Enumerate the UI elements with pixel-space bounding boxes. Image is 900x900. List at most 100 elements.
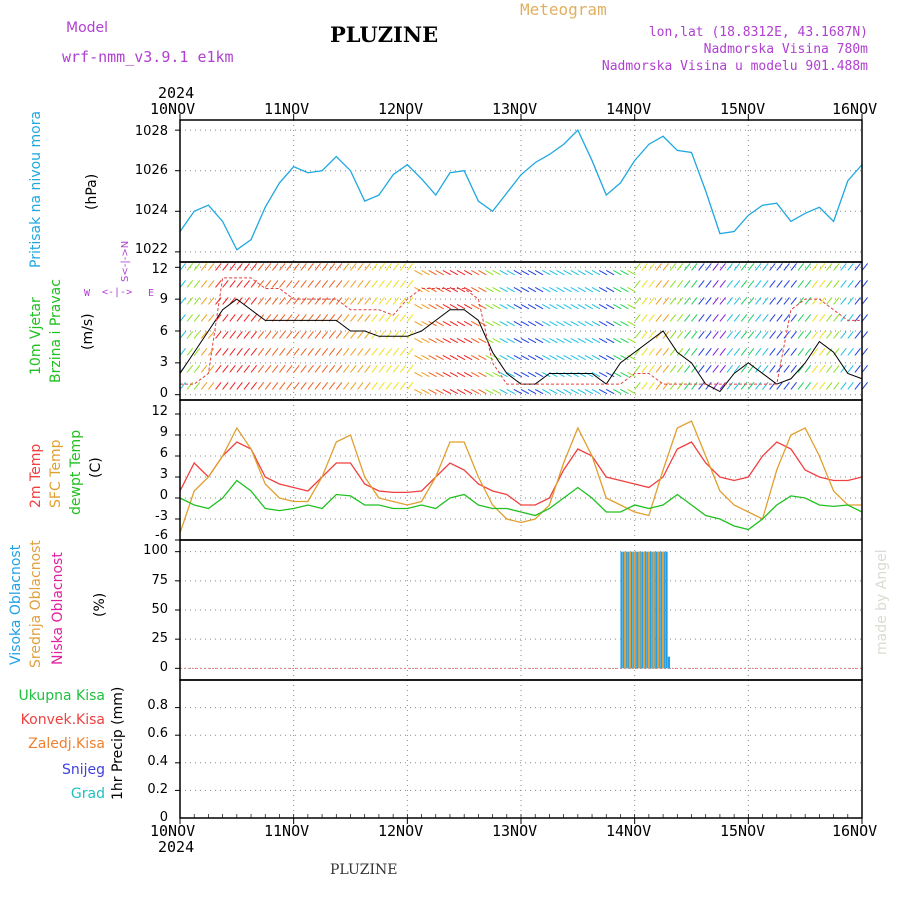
wind-barb: [620, 388, 629, 395]
wind-barb: [414, 287, 423, 293]
wind-barb: [208, 280, 215, 288]
wind-barb: [357, 348, 364, 356]
bottom-year: 2024: [158, 838, 195, 856]
wind-barb: [634, 348, 641, 356]
wind-barb: [399, 314, 407, 322]
wind-barb: [343, 263, 350, 271]
wind-barb: [335, 331, 343, 339]
wind-barb: [797, 263, 805, 271]
cloud-bar: [660, 551, 663, 669]
wind-barb: [243, 280, 250, 288]
wind-barb: [691, 331, 698, 339]
wind-barb: [776, 382, 783, 390]
wind-barb: [286, 382, 293, 390]
wind-barb: [740, 348, 748, 356]
wind-barb: [449, 287, 459, 293]
wind-barb: [698, 382, 705, 390]
wind-barb: [385, 314, 393, 322]
wind-barb: [613, 337, 622, 344]
wind-barb: [371, 365, 378, 373]
wind-barb: [563, 321, 572, 327]
wind-barb: [861, 314, 868, 322]
wind-barb: [335, 348, 343, 356]
wind-barb: [769, 382, 776, 390]
wind-barb: [279, 382, 286, 390]
wind-barb: [520, 354, 530, 361]
cloud-bar: [663, 551, 666, 669]
wind-barb: [364, 297, 371, 305]
wind-barb: [179, 263, 186, 271]
meteogram-label: Meteogram: [520, 0, 607, 19]
wind-barb: [350, 280, 357, 288]
wind-barb: [314, 331, 321, 339]
wind-barb: [229, 348, 236, 356]
cloud-bar: [633, 551, 636, 669]
wind-barb: [811, 280, 819, 288]
wind-barb: [776, 348, 783, 356]
wind-barb: [740, 280, 748, 288]
wind-barb: [804, 365, 812, 373]
wind-barb: [186, 365, 194, 373]
cloud-bar: [627, 551, 630, 669]
wind-barb: [257, 331, 265, 339]
wind-barb: [840, 263, 847, 271]
precip-legend-frz: Zaledj.Kisa: [28, 736, 105, 752]
wind-barb: [826, 331, 833, 339]
wind-barb: [598, 321, 608, 327]
wind-barb: [783, 314, 790, 322]
wind-barb: [591, 287, 601, 293]
wind-barb: [215, 297, 222, 305]
wind-barb: [691, 314, 698, 322]
wind-barb: [421, 304, 430, 310]
wind-barb: [634, 331, 641, 339]
wind-barb: [733, 280, 741, 288]
wind-barb: [286, 348, 293, 356]
wind-barb: [257, 348, 265, 356]
wind-barb: [591, 337, 601, 344]
wind-tick: 12: [151, 262, 168, 277]
wind-barb: [811, 331, 819, 339]
wind-barb: [215, 280, 222, 288]
wind-barb: [264, 382, 272, 390]
wind-barb: [229, 280, 236, 288]
wind-barb: [733, 348, 741, 356]
wind-barb: [200, 365, 208, 373]
wind-barb: [321, 382, 329, 390]
wind-barb: [243, 331, 250, 339]
wind-barb: [570, 388, 579, 395]
wind-barb: [854, 314, 861, 322]
wind-barb: [840, 297, 847, 305]
wind-barb: [421, 337, 430, 344]
wind-barb: [186, 382, 194, 390]
wind-barb: [641, 348, 648, 356]
wind-barb: [200, 331, 208, 339]
wind-barb: [208, 314, 215, 322]
wind-barb: [847, 297, 854, 305]
wind-barb: [549, 287, 558, 293]
wind-barb: [442, 371, 451, 378]
wind-barb: [414, 337, 423, 344]
wind-barb: [833, 297, 840, 305]
wind-barb: [606, 337, 615, 344]
wind-barb: [357, 314, 364, 322]
cloud-bar: [642, 551, 646, 669]
wind-barb: [705, 263, 712, 271]
wind-barb: [449, 270, 459, 276]
temp-tick: 12: [151, 404, 168, 419]
wind-barb: [790, 365, 797, 373]
wind-barb: [478, 371, 487, 378]
wind-barb: [577, 321, 586, 327]
wind-barb: [193, 382, 201, 390]
wind-barb: [186, 280, 194, 288]
wind-barb: [662, 297, 670, 305]
wind-barb: [385, 280, 393, 288]
wind-barb: [215, 365, 222, 373]
wind-barb: [414, 354, 423, 361]
wind-barb: [719, 382, 726, 390]
wind-barb: [215, 263, 222, 271]
wind-barb: [549, 354, 558, 361]
wind-barb: [613, 354, 622, 361]
wind-barb: [264, 365, 272, 373]
wind-barb: [790, 297, 797, 305]
wind-barb: [634, 314, 641, 322]
